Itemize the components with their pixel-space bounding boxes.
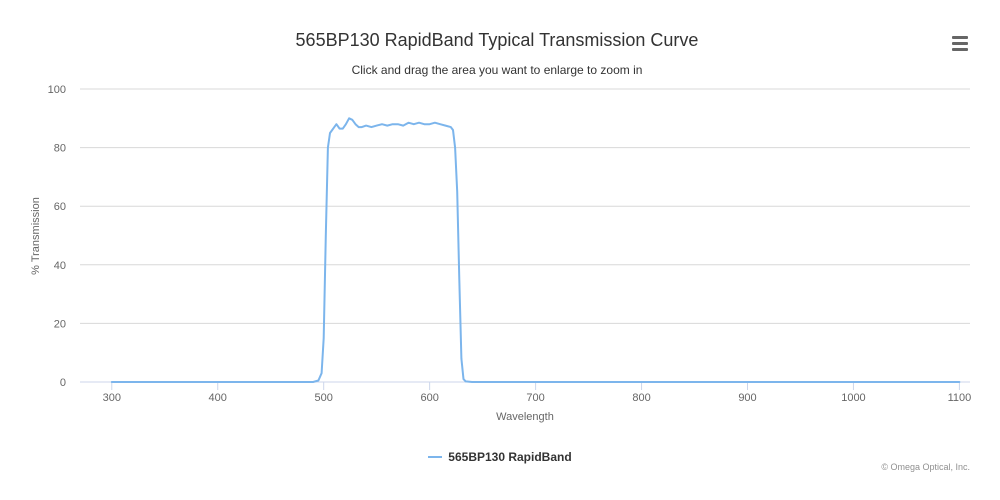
series-line[interactable]: [110, 117, 961, 383]
x-tick-label: 300: [103, 392, 121, 404]
y-axis-label: % Transmission: [30, 197, 42, 275]
y-tick-label: 80: [54, 143, 66, 155]
legend-label: 565BP130 RapidBand: [448, 450, 572, 464]
x-tick-label: 700: [526, 392, 544, 404]
y-tick-label: 0: [60, 377, 66, 389]
grid-lines: [80, 88, 970, 383]
legend: 565BP130 RapidBand: [0, 447, 1000, 464]
y-tick-label: 40: [54, 260, 66, 272]
y-tick-label: 20: [54, 318, 66, 330]
series-layer: [110, 117, 961, 383]
x-tick-label: 1000: [841, 392, 865, 404]
x-tick-label: 600: [420, 392, 438, 404]
x-tick-label: 800: [632, 392, 650, 404]
credits[interactable]: © Omega Optical, Inc.: [881, 462, 970, 472]
x-tick-label: 500: [315, 392, 333, 404]
chart-subtitle: Click and drag the area you want to enla…: [351, 63, 643, 77]
legend-swatch: [428, 456, 443, 458]
x-tick-label: 1100: [948, 392, 972, 404]
y-tick-label: 60: [54, 201, 66, 213]
y-tick-label: 100: [48, 84, 66, 96]
x-axis-label: Wavelength: [496, 411, 554, 423]
axes: 0 20 40 60 80 100 300 400 500 600 700 800 900 1000 110…: [48, 84, 972, 404]
hamburger-menu-icon[interactable]: [950, 36, 970, 54]
chart-title: 565BP130 RapidBand Typical Transmission …: [295, 30, 699, 50]
x-tick-label: 400: [209, 392, 227, 404]
legend-item-series[interactable]: 565BP130 RapidBand: [428, 450, 572, 464]
x-tick-label: 900: [738, 392, 756, 404]
